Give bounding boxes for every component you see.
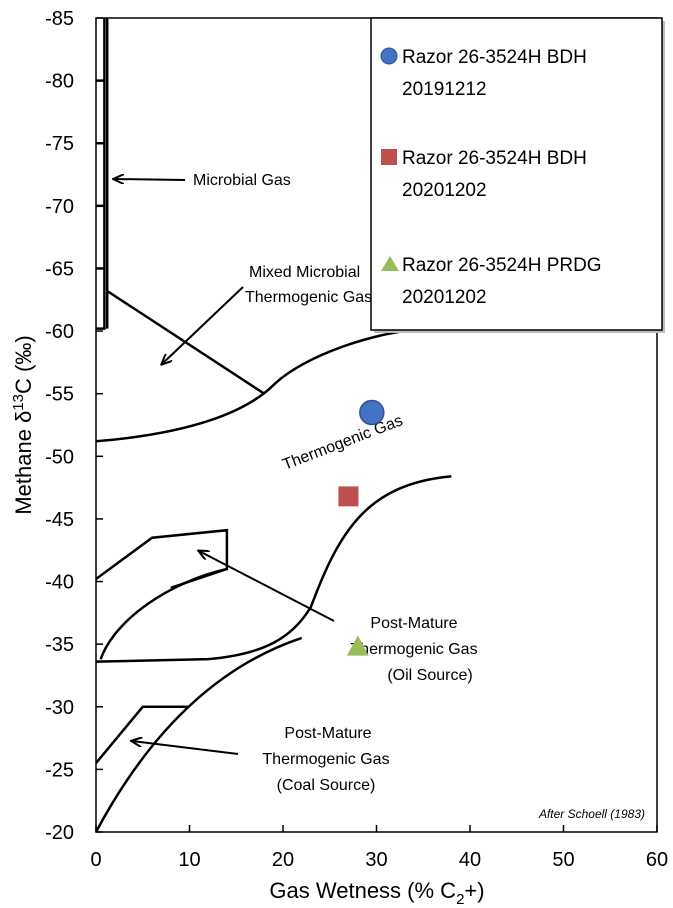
mixed-gas-label-line1: Mixed Microbial (249, 264, 360, 281)
y-axis-title-sup: 13 (10, 394, 27, 411)
oil-source-label-line1: Post-Mature (370, 615, 457, 632)
microbial-arrow (114, 179, 186, 180)
y-tick-label: -35 (45, 634, 74, 656)
x-tick-label: 10 (178, 849, 200, 871)
oil-source-arrow (199, 551, 335, 622)
coal-source-arrow (132, 741, 239, 755)
x-tick-label: 40 (459, 849, 481, 871)
mixed-gas-label-line2: Thermogenic Gas (245, 289, 372, 306)
legend-marker-circle (380, 47, 398, 65)
y-tick-label: -20 (45, 822, 74, 844)
legend-label-1-line2: 20191212 (402, 79, 487, 100)
y-tick-label: -50 (45, 446, 74, 468)
genetic-fields (96, 18, 657, 832)
oil-source-label-line2: Thermogenic Gas (350, 641, 477, 658)
legend-label-1-line1: Razor 26-3524H BDH (402, 47, 587, 68)
x-tick-label: 0 (90, 849, 101, 871)
y-tick-label: -80 (45, 71, 74, 93)
oil-field-bottom (99, 567, 228, 660)
coal-field-top (96, 705, 190, 764)
y-axis-title-main: Methane δ (11, 411, 36, 515)
data-point-square (338, 486, 359, 507)
x-tick-label: 50 (552, 849, 574, 871)
thermogenic-lower-boundary (96, 475, 452, 663)
y-axis-title-end: C (‰) (11, 335, 36, 394)
x-axis-title-sub: 2 (456, 891, 464, 908)
source-credit: After Schoell (1983) (538, 807, 645, 821)
legend-label-3-line2: 20201202 (402, 287, 487, 308)
y-tick-label: -70 (45, 196, 74, 218)
x-tick-label: 30 (365, 849, 387, 871)
y-tick-label: -40 (45, 572, 74, 594)
microbial-gas-label: Microbial Gas (193, 172, 291, 189)
y-tick-label: -45 (45, 509, 74, 531)
oil-source-label-line3: (Oil Source) (387, 667, 472, 684)
annotation-arrows (114, 179, 335, 755)
legend-label-2-line1: Razor 26-3524H BDH (402, 148, 587, 169)
y-tick-label: -25 (45, 759, 74, 781)
coal-source-label-line3: (Coal Source) (277, 777, 376, 794)
y-tick-label: -60 (45, 321, 74, 343)
data-point-circle (359, 399, 385, 426)
legend-box (370, 17, 663, 331)
legend-label-3-line1: Razor 26-3524H PRDG (402, 255, 602, 276)
y-axis: -20 -25 -30 -35 -40 -45 -50 -55 -60 -65 -70 -75 -80 -… (45, 8, 103, 844)
microbial-field-right-edge (96, 18, 106, 330)
x-axis: 0 10 20 30 40 50 60 (90, 825, 668, 871)
y-tick-label: -75 (45, 133, 74, 155)
data-points (338, 399, 385, 656)
y-tick-label: -85 (45, 8, 74, 30)
x-tick-label: 20 (272, 849, 294, 871)
x-axis-title-end: +) (464, 878, 484, 903)
legend-marker-triangle (381, 256, 399, 271)
y-axis-title: Methane δ13C (‰) (10, 335, 36, 514)
data-point-triangle (346, 635, 369, 656)
coal-field-bottom (96, 636, 303, 832)
legend: Razor 26-3524H BDH 20191212 Razor 26-352… (370, 17, 665, 333)
coal-source-label-line2: Thermogenic Gas (262, 751, 389, 768)
legend-label-2-line2: 20201202 (402, 180, 487, 201)
x-tick-label: 60 (646, 849, 668, 871)
legend-marker-square (381, 149, 397, 165)
x-axis-title-main: Gas Wetness (% C (269, 878, 456, 903)
y-tick-label: -65 (45, 258, 74, 280)
x-axis-title: Gas Wetness (% C2+) (269, 878, 484, 908)
mixed-arrow (162, 286, 244, 364)
y-tick-label: -55 (45, 384, 74, 406)
coal-source-label-line1: Post-Mature (284, 725, 371, 742)
y-tick-label: -30 (45, 697, 74, 719)
